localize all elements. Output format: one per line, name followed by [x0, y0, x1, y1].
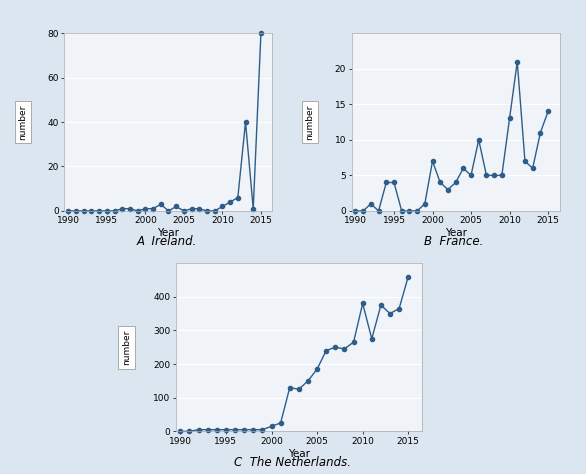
Text: C  The Netherlands.: C The Netherlands. — [234, 456, 352, 469]
X-axis label: Year: Year — [158, 228, 179, 238]
Text: A  Ireland.: A Ireland. — [137, 235, 197, 247]
X-axis label: Year: Year — [288, 449, 310, 459]
Text: number: number — [122, 329, 131, 365]
Text: number: number — [305, 104, 315, 140]
Text: number: number — [18, 104, 28, 140]
Text: B  France.: B France. — [424, 235, 484, 247]
X-axis label: Year: Year — [445, 228, 466, 238]
